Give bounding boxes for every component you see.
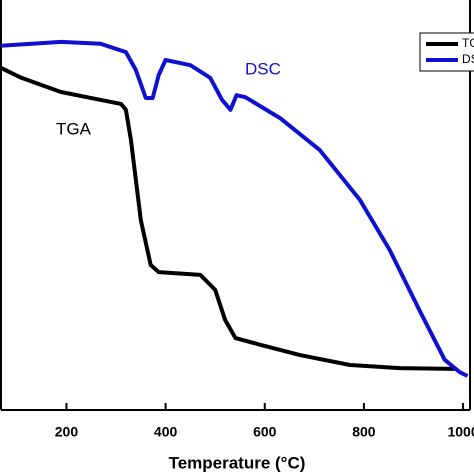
legend-label: TGA <box>462 36 474 50</box>
legend-box <box>419 32 474 72</box>
annotation: DSC <box>245 59 281 78</box>
x-tick-label: 800 <box>352 424 376 440</box>
legend-label: DSC <box>462 52 474 66</box>
data-line <box>0 39 469 378</box>
x-tick-label: 200 <box>55 424 79 440</box>
x-tick-label: 600 <box>253 424 277 440</box>
annotation: TGA <box>56 119 92 138</box>
data-line <box>0 66 455 371</box>
x-axis-label: Temperature (°C) <box>169 453 306 472</box>
x-tick-label: 400 <box>154 424 178 440</box>
x-tick-label: 1000 <box>447 424 474 440</box>
